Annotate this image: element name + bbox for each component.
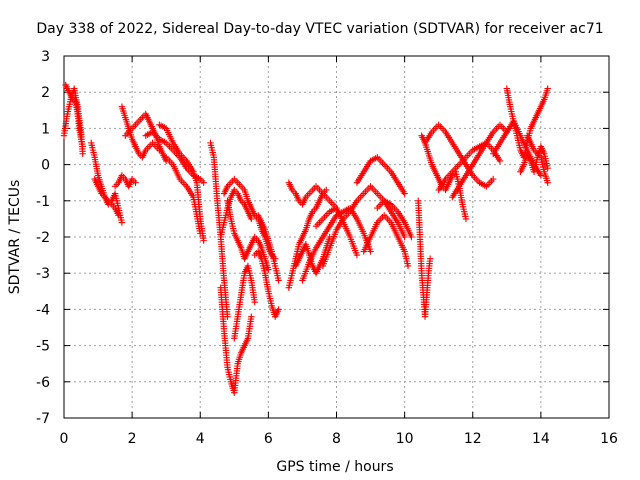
x-tick-label: 2 [128,431,137,447]
x-tick-label: 14 [532,431,550,447]
data-point [537,172,545,179]
y-tick-label: -2 [36,230,50,246]
data-point [544,165,551,172]
x-axis-label: GPS time / hours [276,459,393,475]
data-point [401,233,408,241]
data-point [496,157,504,165]
chart-title: Day 338 of 2022, Sidereal Day-to-day VTE… [36,21,603,37]
data-points [60,81,551,396]
x-tick-label: 0 [60,431,69,447]
y-tick-label: -5 [36,339,50,355]
data-point [197,230,204,237]
x-tick-label: 4 [196,431,205,447]
y-tick-label: -1 [36,194,50,210]
data-point [275,277,282,284]
y-tick-label: -4 [36,302,50,318]
x-tick-label: 10 [396,431,414,447]
data-point [248,313,255,320]
data-point [489,175,497,183]
data-point [426,255,434,262]
data-point [544,85,551,92]
x-tick-label: 16 [600,431,618,447]
data-point [200,237,207,244]
y-tick-label: 2 [41,85,50,101]
data-point [79,143,86,150]
y-tick-label: 0 [41,158,50,174]
data-point [251,298,258,306]
data-point [462,215,470,223]
y-tick-label: 3 [41,49,50,65]
data-point [401,190,408,197]
data-point [353,251,361,259]
y-tick-label: -6 [36,375,50,391]
y-tick-label: -3 [36,266,50,282]
data-point [323,186,330,194]
data-point [367,248,374,255]
data-point [544,179,551,186]
data-point [79,150,86,157]
x-tick-label: 12 [464,431,482,447]
data-point [115,212,122,219]
data-point [132,179,139,186]
y-tick-label: 1 [41,121,50,137]
data-point [248,215,255,223]
data-point [404,262,412,270]
x-tick-label: 8 [332,431,341,447]
y-axis-label: SDTVAR / TECUs [7,180,23,295]
data-point [200,179,207,186]
data-point [275,306,282,313]
data-point [408,233,415,241]
y-tick-label: -7 [36,411,50,427]
data-point [265,266,272,273]
data-point [118,219,126,226]
x-tick-label: 6 [264,431,273,447]
